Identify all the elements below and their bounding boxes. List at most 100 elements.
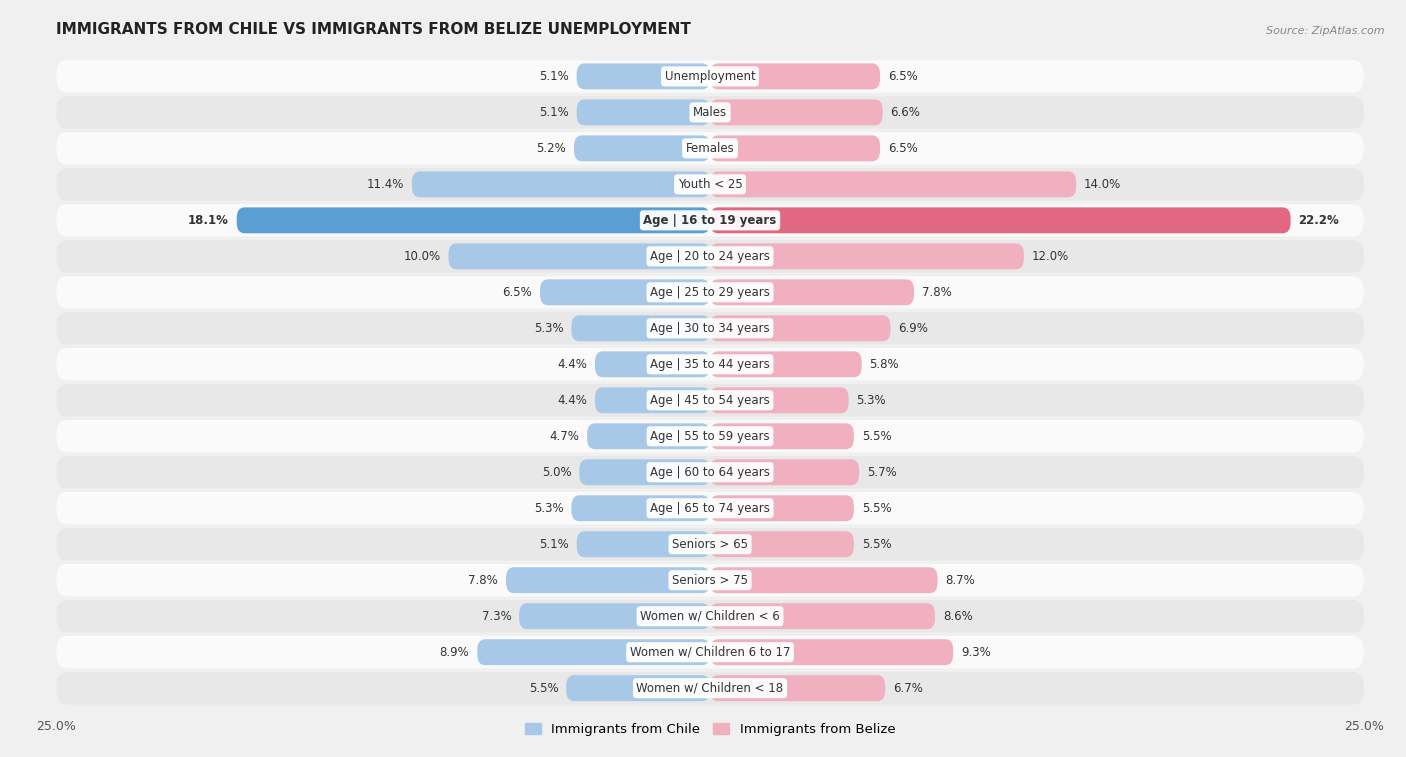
Text: 4.4%: 4.4%: [557, 358, 588, 371]
Text: 10.0%: 10.0%: [404, 250, 440, 263]
Text: Age | 60 to 64 years: Age | 60 to 64 years: [650, 466, 770, 478]
Text: 5.1%: 5.1%: [538, 537, 569, 551]
FancyBboxPatch shape: [710, 423, 853, 449]
FancyBboxPatch shape: [710, 171, 1076, 198]
Text: 7.3%: 7.3%: [481, 609, 512, 623]
Text: Unemployment: Unemployment: [665, 70, 755, 83]
FancyBboxPatch shape: [56, 312, 1364, 344]
Text: 6.5%: 6.5%: [502, 286, 533, 299]
Text: Age | 30 to 34 years: Age | 30 to 34 years: [650, 322, 770, 335]
FancyBboxPatch shape: [56, 672, 1364, 704]
FancyBboxPatch shape: [56, 276, 1364, 309]
FancyBboxPatch shape: [56, 240, 1364, 273]
FancyBboxPatch shape: [56, 132, 1364, 164]
FancyBboxPatch shape: [477, 639, 710, 665]
FancyBboxPatch shape: [236, 207, 710, 233]
Text: 14.0%: 14.0%: [1084, 178, 1121, 191]
FancyBboxPatch shape: [710, 243, 1024, 269]
FancyBboxPatch shape: [56, 96, 1364, 129]
Text: 5.3%: 5.3%: [534, 502, 564, 515]
Text: 7.8%: 7.8%: [922, 286, 952, 299]
FancyBboxPatch shape: [56, 492, 1364, 525]
FancyBboxPatch shape: [576, 531, 710, 557]
FancyBboxPatch shape: [56, 528, 1364, 560]
Text: Source: ZipAtlas.com: Source: ZipAtlas.com: [1267, 26, 1385, 36]
FancyBboxPatch shape: [710, 459, 859, 485]
FancyBboxPatch shape: [710, 531, 853, 557]
FancyBboxPatch shape: [567, 675, 710, 701]
FancyBboxPatch shape: [710, 316, 890, 341]
Text: Age | 35 to 44 years: Age | 35 to 44 years: [650, 358, 770, 371]
Text: 22.2%: 22.2%: [1298, 213, 1339, 227]
Text: 5.1%: 5.1%: [538, 70, 569, 83]
FancyBboxPatch shape: [56, 204, 1364, 236]
FancyBboxPatch shape: [710, 207, 1291, 233]
FancyBboxPatch shape: [576, 64, 710, 89]
FancyBboxPatch shape: [449, 243, 710, 269]
FancyBboxPatch shape: [595, 351, 710, 377]
FancyBboxPatch shape: [56, 600, 1364, 632]
FancyBboxPatch shape: [710, 64, 880, 89]
FancyBboxPatch shape: [588, 423, 710, 449]
Text: IMMIGRANTS FROM CHILE VS IMMIGRANTS FROM BELIZE UNEMPLOYMENT: IMMIGRANTS FROM CHILE VS IMMIGRANTS FROM…: [56, 22, 692, 37]
FancyBboxPatch shape: [595, 388, 710, 413]
Text: 5.1%: 5.1%: [538, 106, 569, 119]
FancyBboxPatch shape: [571, 495, 710, 522]
FancyBboxPatch shape: [56, 456, 1364, 488]
FancyBboxPatch shape: [56, 384, 1364, 416]
FancyBboxPatch shape: [540, 279, 710, 305]
Text: 18.1%: 18.1%: [188, 213, 229, 227]
Text: 6.9%: 6.9%: [898, 322, 928, 335]
Text: Women w/ Children < 18: Women w/ Children < 18: [637, 682, 783, 695]
Text: 5.2%: 5.2%: [537, 142, 567, 155]
FancyBboxPatch shape: [56, 348, 1364, 381]
Text: Women w/ Children 6 to 17: Women w/ Children 6 to 17: [630, 646, 790, 659]
FancyBboxPatch shape: [506, 567, 710, 593]
FancyBboxPatch shape: [56, 61, 1364, 92]
Text: 8.6%: 8.6%: [943, 609, 973, 623]
Text: 8.9%: 8.9%: [440, 646, 470, 659]
Text: 4.4%: 4.4%: [557, 394, 588, 407]
FancyBboxPatch shape: [710, 495, 853, 522]
FancyBboxPatch shape: [710, 388, 849, 413]
FancyBboxPatch shape: [56, 420, 1364, 453]
Text: Age | 55 to 59 years: Age | 55 to 59 years: [650, 430, 770, 443]
Text: 6.7%: 6.7%: [893, 682, 922, 695]
Text: 5.5%: 5.5%: [862, 502, 891, 515]
Text: 4.7%: 4.7%: [550, 430, 579, 443]
FancyBboxPatch shape: [710, 279, 914, 305]
FancyBboxPatch shape: [576, 99, 710, 126]
FancyBboxPatch shape: [56, 564, 1364, 597]
Text: Youth < 25: Youth < 25: [678, 178, 742, 191]
Text: 8.7%: 8.7%: [945, 574, 976, 587]
Text: 5.5%: 5.5%: [862, 430, 891, 443]
Text: Females: Females: [686, 142, 734, 155]
Text: 6.6%: 6.6%: [890, 106, 921, 119]
FancyBboxPatch shape: [412, 171, 710, 198]
Text: 7.8%: 7.8%: [468, 574, 498, 587]
FancyBboxPatch shape: [710, 603, 935, 629]
Text: 5.5%: 5.5%: [862, 537, 891, 551]
Text: 11.4%: 11.4%: [367, 178, 404, 191]
Text: 5.5%: 5.5%: [529, 682, 558, 695]
Text: 6.5%: 6.5%: [887, 142, 918, 155]
Text: Age | 25 to 29 years: Age | 25 to 29 years: [650, 286, 770, 299]
FancyBboxPatch shape: [710, 675, 886, 701]
FancyBboxPatch shape: [56, 636, 1364, 668]
Text: 6.5%: 6.5%: [887, 70, 918, 83]
Text: Age | 20 to 24 years: Age | 20 to 24 years: [650, 250, 770, 263]
FancyBboxPatch shape: [571, 316, 710, 341]
Text: Age | 16 to 19 years: Age | 16 to 19 years: [644, 213, 776, 227]
Text: Age | 65 to 74 years: Age | 65 to 74 years: [650, 502, 770, 515]
Text: Males: Males: [693, 106, 727, 119]
FancyBboxPatch shape: [710, 351, 862, 377]
FancyBboxPatch shape: [710, 99, 883, 126]
Text: 5.8%: 5.8%: [869, 358, 900, 371]
Text: Seniors > 65: Seniors > 65: [672, 537, 748, 551]
FancyBboxPatch shape: [579, 459, 710, 485]
Text: 5.0%: 5.0%: [541, 466, 571, 478]
FancyBboxPatch shape: [710, 567, 938, 593]
FancyBboxPatch shape: [710, 136, 880, 161]
FancyBboxPatch shape: [519, 603, 710, 629]
Legend: Immigrants from Chile, Immigrants from Belize: Immigrants from Chile, Immigrants from B…: [519, 718, 901, 741]
